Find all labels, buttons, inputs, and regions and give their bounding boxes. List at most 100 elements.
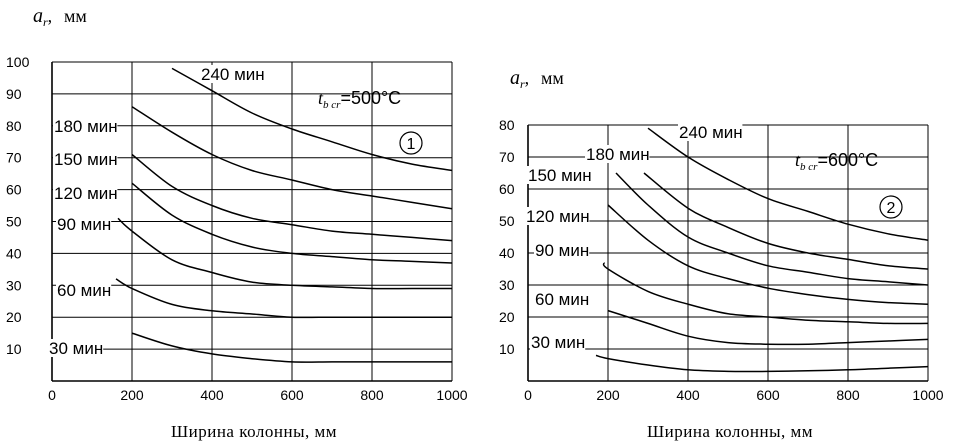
annotation-subscript: b cr xyxy=(800,161,818,173)
series-line-150-мин xyxy=(615,172,929,286)
y-tick-label: 90 xyxy=(6,86,22,102)
temperature-annotation: tb cr=500°C xyxy=(318,88,401,111)
series-label-bg xyxy=(525,207,590,225)
y-tick-label: 40 xyxy=(499,245,515,261)
series-label: 120 мин xyxy=(54,184,118,203)
series-label: 180 мин xyxy=(54,117,118,136)
series-label-bg xyxy=(200,65,265,83)
series-label: 90 мин xyxy=(535,241,589,260)
x-tick-label: 200 xyxy=(596,387,620,403)
series-label-bg xyxy=(678,123,743,141)
x-tick-label: 400 xyxy=(200,387,224,403)
panel-badge-number: 1 xyxy=(407,136,416,153)
series-line-120-мин xyxy=(607,204,929,305)
y-axis-label: ar, мм xyxy=(510,67,564,91)
y-tick-label: 30 xyxy=(499,277,515,293)
x-tick-label: 800 xyxy=(360,387,384,403)
y-axis-symbol: a xyxy=(33,5,43,27)
x-tick-label: 200 xyxy=(120,387,144,403)
series-line-30-мин xyxy=(131,332,452,363)
series-label-bg xyxy=(56,215,112,233)
series-label: 120 мин xyxy=(526,207,590,226)
x-tick-label: 600 xyxy=(756,387,780,403)
y-axis-unit: мм xyxy=(64,6,87,26)
y-axis-symbol: a xyxy=(510,67,520,89)
series-line-90-мин xyxy=(602,262,929,325)
y-tick-label: 40 xyxy=(6,245,22,261)
x-tick-label: 1000 xyxy=(436,387,467,403)
y-tick-label: 70 xyxy=(499,149,515,165)
x-axis-label: Ширина колонны, мм xyxy=(647,422,813,441)
y-axis-unit: мм xyxy=(541,68,564,88)
y-tick-label: 80 xyxy=(499,117,515,133)
annotation-symbol: t xyxy=(318,88,324,108)
series-line-240-мин xyxy=(647,127,929,241)
series-line-180-мин xyxy=(131,106,453,210)
series-label: 240 мин xyxy=(679,123,743,142)
series-label-bg xyxy=(53,150,118,168)
series-label: 150 мин xyxy=(54,150,118,169)
series-line-240-мин xyxy=(171,67,453,172)
y-tick-label: 20 xyxy=(6,309,22,325)
series-label-bg xyxy=(53,184,118,202)
series-label-bg xyxy=(48,339,104,357)
x-tick-label: 400 xyxy=(676,387,700,403)
annotation-value: =500°C xyxy=(340,88,401,108)
series-label: 240 мин xyxy=(201,65,265,84)
y-axis-label: ar, мм xyxy=(33,5,87,29)
x-axis-label: Ширина колонны, мм xyxy=(171,422,337,441)
y-tick-label: 80 xyxy=(6,118,22,134)
annotation-subscript: b cr xyxy=(323,99,341,111)
y-axis-subscript: r xyxy=(43,15,48,29)
y-tick-label: 60 xyxy=(499,181,515,197)
gridlines xyxy=(52,61,452,381)
series-label: 60 мин xyxy=(535,290,589,309)
series-label-bg xyxy=(534,290,590,308)
y-axis-comma: , xyxy=(525,68,534,88)
y-axis-comma: , xyxy=(48,6,57,26)
series-label: 30 мин xyxy=(49,339,103,358)
y-tick-label: 50 xyxy=(499,213,515,229)
series-label: 150 мин xyxy=(528,166,592,185)
series-label: 60 мин xyxy=(57,281,111,300)
series-line-120-мин xyxy=(131,182,453,264)
series-label-bg xyxy=(527,166,592,184)
x-tick-label: 600 xyxy=(280,387,304,403)
series-line-150-мин xyxy=(131,153,453,242)
series-label: 30 мин xyxy=(531,333,585,352)
series-label-bg xyxy=(530,333,586,351)
temperature-annotation: tb cr=600°C xyxy=(795,150,878,173)
series-line-180-мин xyxy=(643,172,929,270)
series-line-60-мин xyxy=(115,278,452,319)
series-line-30-мин xyxy=(595,354,929,373)
y-tick-label: 10 xyxy=(499,341,515,357)
series-label: 180 мин xyxy=(586,145,650,164)
panel-badge-circle xyxy=(879,195,903,219)
x-tick-label: 0 xyxy=(524,387,532,403)
series-line-90-мин xyxy=(117,217,452,290)
series-label: 90 мин xyxy=(57,215,111,234)
x-tick-label: 0 xyxy=(48,387,56,403)
y-tick-label: 70 xyxy=(6,150,22,166)
y-tick-label: 30 xyxy=(6,277,22,293)
annotation-value: =600°C xyxy=(817,150,878,170)
y-tick-label: 100 xyxy=(6,54,30,70)
panel-badge-circle xyxy=(399,131,423,155)
y-tick-label: 60 xyxy=(6,182,22,198)
x-tick-label: 1000 xyxy=(912,387,943,403)
panel-badge-number: 2 xyxy=(887,200,896,217)
y-tick-label: 50 xyxy=(6,214,22,230)
y-axis-subscript: r xyxy=(520,77,525,91)
series-label-bg xyxy=(585,145,650,163)
y-tick-label: 10 xyxy=(6,341,22,357)
series-label-bg xyxy=(56,281,112,299)
y-tick-label: 20 xyxy=(499,309,515,325)
series-label-bg xyxy=(534,241,590,259)
series-label-bg xyxy=(53,117,118,135)
x-tick-label: 800 xyxy=(836,387,860,403)
annotation-symbol: t xyxy=(795,150,801,170)
series-line-60-мин xyxy=(607,309,929,346)
